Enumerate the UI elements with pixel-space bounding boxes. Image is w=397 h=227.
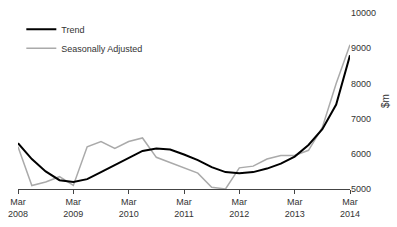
svg-text:Mar2008: Mar2008 xyxy=(8,197,28,219)
svg-text:9000: 9000 xyxy=(351,43,371,53)
svg-text:Mar2012: Mar2012 xyxy=(229,197,249,219)
svg-text:Mar2010: Mar2010 xyxy=(119,197,139,219)
svg-text:$m: $m xyxy=(380,94,391,108)
svg-text:Mar2011: Mar2011 xyxy=(174,197,193,219)
svg-text:Mar2014: Mar2014 xyxy=(340,197,360,219)
svg-text:5000: 5000 xyxy=(351,184,371,194)
svg-text:7000: 7000 xyxy=(351,114,371,124)
svg-text:10000: 10000 xyxy=(351,8,376,18)
svg-text:Seasonally Adjusted: Seasonally Adjusted xyxy=(61,44,142,54)
svg-text:Mar2009: Mar2009 xyxy=(63,197,83,219)
svg-text:Trend: Trend xyxy=(61,25,84,35)
svg-text:6000: 6000 xyxy=(351,149,371,159)
svg-text:8000: 8000 xyxy=(351,79,371,89)
svg-text:Mar2013: Mar2013 xyxy=(285,197,305,219)
